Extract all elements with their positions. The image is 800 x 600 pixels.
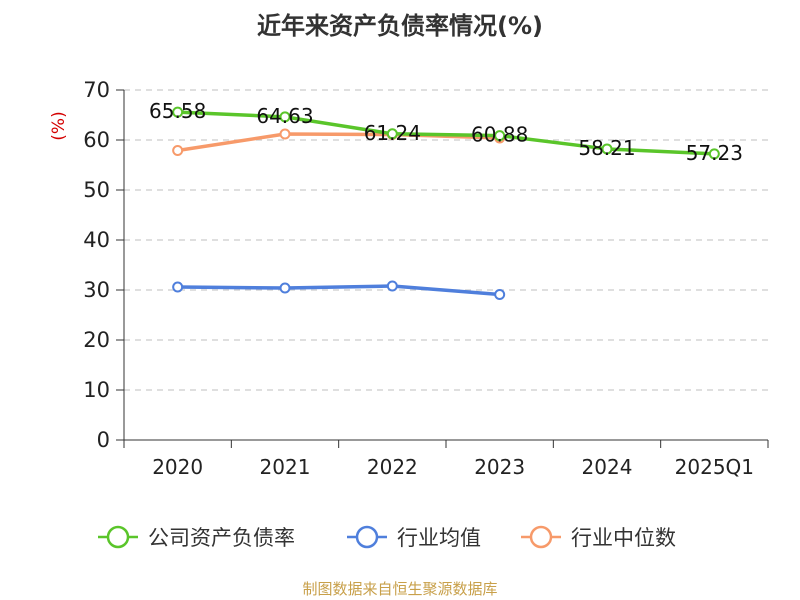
x-tick-label: 2020	[152, 455, 203, 479]
data-label: 65.58	[149, 99, 206, 123]
y-tick-label: 30	[83, 278, 110, 302]
data-label: 60.88	[471, 123, 528, 147]
data-point	[279, 111, 291, 123]
series-lines	[172, 106, 720, 300]
data-point	[172, 106, 184, 118]
legend-item[interactable]: 行业中位数	[521, 525, 676, 550]
y-tick-label: 10	[83, 378, 110, 402]
data-label: 61.24	[364, 121, 421, 145]
y-tick-label: 0	[97, 428, 110, 452]
x-tick-label: 2025Q1	[675, 455, 754, 479]
y-tick-label: 40	[83, 228, 110, 252]
data-point	[494, 289, 506, 300]
y-axis-label: (%)	[49, 111, 69, 140]
legend-item[interactable]: 公司资产负债率	[98, 525, 295, 550]
legend-marker	[106, 525, 130, 549]
x-tick-label: 2023	[474, 455, 525, 479]
chart-title: 近年来资产负债率情况(%)	[257, 12, 543, 40]
data-label: 57.23	[686, 141, 743, 165]
data-source: 制图数据来自恒生聚源数据库	[302, 580, 498, 598]
data-point	[279, 282, 291, 294]
legend-label: 公司资产负债率	[148, 526, 295, 550]
data-point	[601, 143, 613, 155]
y-tick-label: 50	[83, 178, 110, 202]
data-point	[386, 128, 398, 140]
legend-marker	[355, 525, 379, 549]
series-line-1	[177, 284, 500, 297]
data-label: 64.63	[256, 104, 313, 128]
x-tick-label: 2022	[367, 455, 418, 479]
data-point	[708, 148, 720, 160]
data-point	[494, 130, 506, 142]
legend: 公司资产负债率 行业均值 行业中位数	[98, 525, 676, 550]
legend-item[interactable]: 行业均值	[347, 525, 481, 550]
x-tick-label: 2024	[582, 455, 633, 479]
x-tick-label: 2021	[260, 455, 311, 479]
data-label: 58.21	[578, 136, 635, 160]
series-line-0	[177, 110, 715, 156]
data-point	[172, 145, 184, 156]
legend-marker	[529, 525, 553, 549]
data-point	[386, 280, 398, 292]
legend-label: 行业中位数	[571, 526, 676, 550]
y-tick-label: 60	[83, 128, 110, 152]
data-point	[279, 128, 291, 140]
y-tick-label: 20	[83, 328, 110, 352]
legend-label: 行业均值	[397, 526, 481, 550]
y-tick-label: 70	[83, 78, 110, 102]
axes: 0 10 20 30 40 50 60 70 2020 2021 2022 2023 2024 2025Q…	[83, 78, 769, 479]
data-labels: 65.58 64.63 61.24 60.88 58.21 57.23	[149, 99, 743, 165]
data-point	[172, 281, 184, 293]
